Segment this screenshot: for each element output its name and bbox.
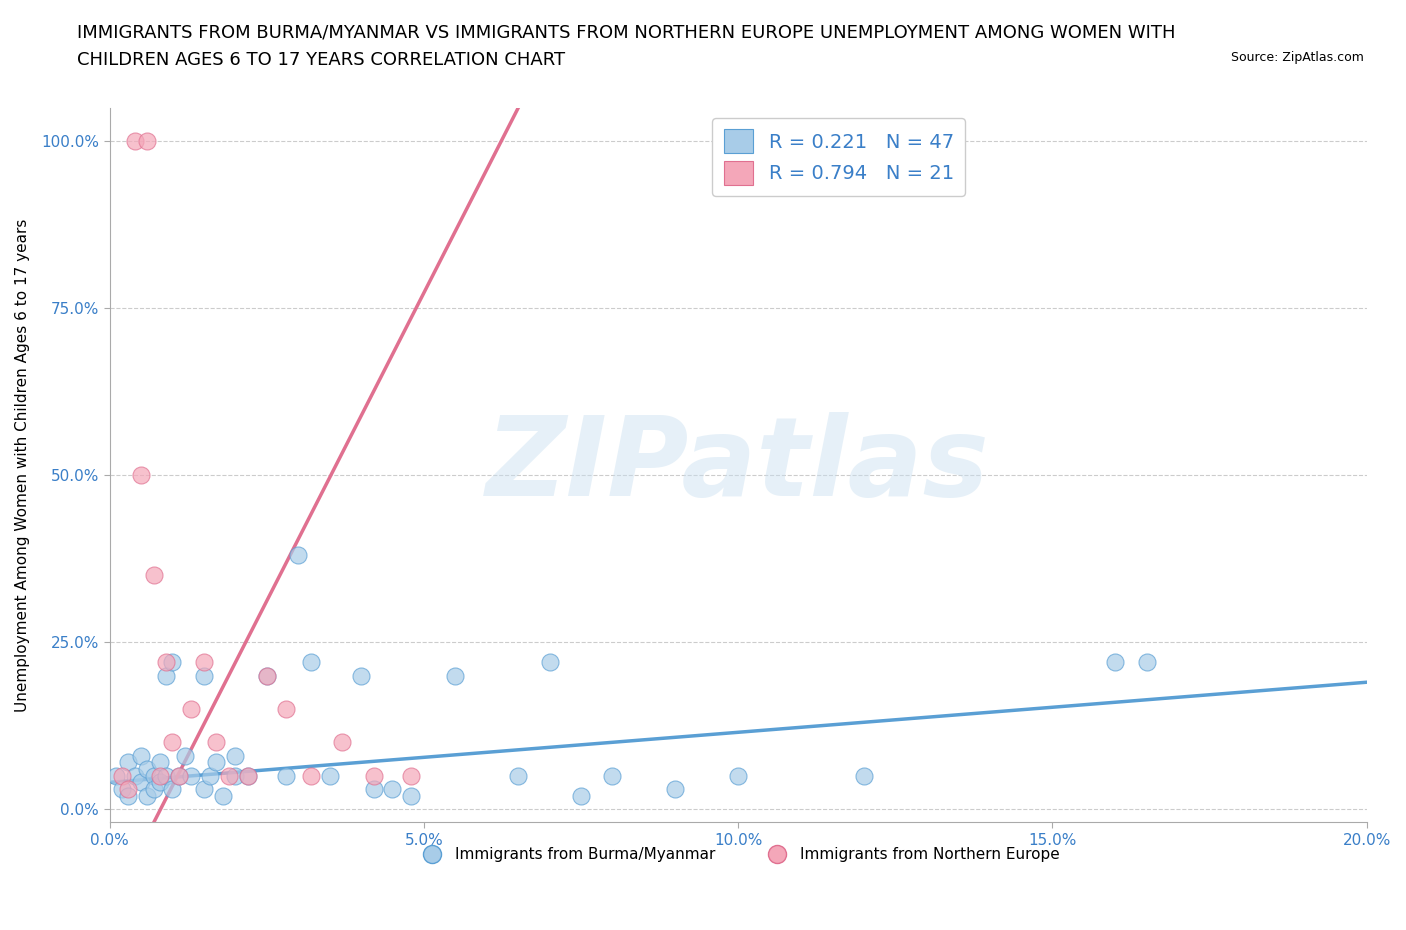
Point [569,789,592,804]
Point [111,768,134,783]
Point [142,768,165,783]
Point [299,655,322,670]
Point [211,789,233,804]
Text: Source: ZipAtlas.com: Source: ZipAtlas.com [1230,51,1364,64]
Point [727,768,749,783]
Point [155,668,177,683]
Point [236,768,259,783]
Point [602,768,624,783]
Point [167,768,190,783]
Point [162,655,184,670]
Point [104,768,127,783]
Point [162,781,184,796]
Point [363,781,385,796]
Point [136,789,159,804]
Point [117,755,139,770]
Point [129,468,152,483]
Point [299,768,322,783]
Point [538,655,561,670]
Point [401,789,423,804]
Point [256,668,278,683]
Point [174,749,197,764]
Point [287,548,309,563]
Point [350,668,373,683]
Point [193,781,215,796]
Point [162,735,184,750]
Point [1104,655,1126,670]
Point [664,781,686,796]
Point [180,768,202,783]
Point [318,768,340,783]
Point [193,668,215,683]
Point [155,768,177,783]
Point [198,768,221,783]
Point [111,781,134,796]
Point [149,768,172,783]
Point [224,749,246,764]
Point [117,789,139,804]
Point [129,749,152,764]
Point [136,134,159,149]
Point [236,768,259,783]
Point [1136,655,1159,670]
Point [149,775,172,790]
Point [117,781,139,796]
Point [274,701,297,716]
Point [205,735,228,750]
Legend: Immigrants from Burma/Myanmar, Immigrants from Northern Europe: Immigrants from Burma/Myanmar, Immigrant… [411,841,1066,869]
Y-axis label: Unemployment Among Women with Children Ages 6 to 17 years: Unemployment Among Women with Children A… [15,219,30,711]
Point [193,655,215,670]
Point [444,668,467,683]
Point [142,781,165,796]
Point [124,768,146,783]
Point [508,768,530,783]
Point [852,768,875,783]
Point [205,755,228,770]
Point [155,655,177,670]
Point [136,762,159,777]
Text: IMMIGRANTS FROM BURMA/MYANMAR VS IMMIGRANTS FROM NORTHERN EUROPE UNEMPLOYMENT AM: IMMIGRANTS FROM BURMA/MYANMAR VS IMMIGRA… [77,23,1175,41]
Text: ZIPatlas: ZIPatlas [486,412,990,519]
Point [363,768,385,783]
Point [180,701,202,716]
Point [129,775,152,790]
Point [330,735,353,750]
Point [381,781,404,796]
Point [124,134,146,149]
Point [167,768,190,783]
Point [142,568,165,583]
Point [401,768,423,783]
Text: CHILDREN AGES 6 TO 17 YEARS CORRELATION CHART: CHILDREN AGES 6 TO 17 YEARS CORRELATION … [77,51,565,69]
Point [256,668,278,683]
Point [218,768,240,783]
Point [224,768,246,783]
Point [274,768,297,783]
Point [149,755,172,770]
